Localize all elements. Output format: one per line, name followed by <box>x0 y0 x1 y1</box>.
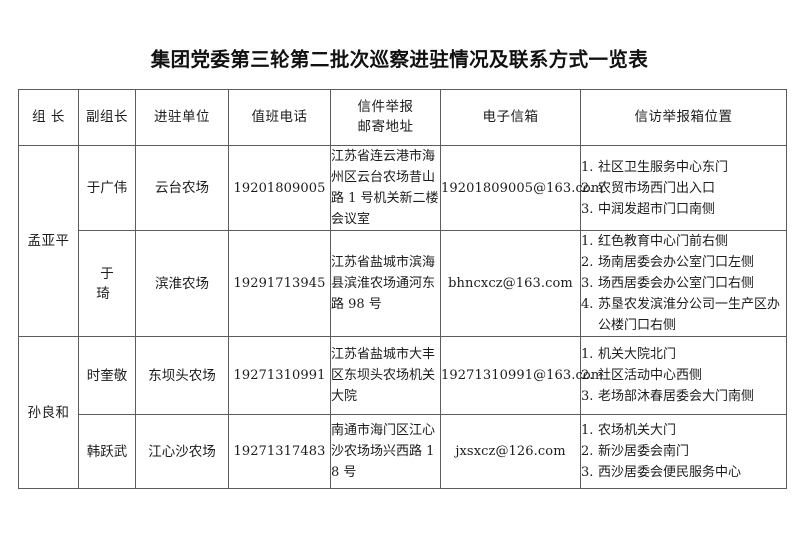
box-location-item: 2. 新沙居委会南门 <box>581 441 786 462</box>
box-location-text: 西沙居委会便民服务中心 <box>598 465 742 481</box>
column-header-leader-label: 组 长 <box>32 108 65 125</box>
column-header-unit: 进驻单位 <box>135 89 229 146</box>
box-location-index: 2. <box>581 180 594 196</box>
box-location-item: 3. 老场部沐春居委会大门南侧 <box>581 386 786 407</box>
table-header: 组 长 副组长 进驻单位 值班电话 信件举报 邮寄地址 <box>18 89 787 146</box>
box-location-text: 老场部沐春居委会大门南侧 <box>598 389 755 405</box>
column-header-mail-address-line1: 信件举报 <box>357 98 414 115</box>
box-location-text: 社区卫生服务中心东门 <box>598 159 729 175</box>
cell-box-location: 1. 社区卫生服务中心东门 2. 农贸市场西门出入口 3. 中润发超市门口南侧 <box>580 144 787 232</box>
cell-mail-address: 江苏省盐城市大丰区东坝头农场机关大院 <box>330 336 441 416</box>
box-location-item: 1. 机关大院北门 <box>581 344 786 365</box>
box-location-index: 2. <box>581 444 594 460</box>
column-header-deputy-leader: 副组长 <box>78 89 136 146</box>
cell-mail-address: 江苏省连云港市海州区云台农场昔山路 1 号机关新二楼会议室 <box>330 144 441 232</box>
box-location-text: 场南居委会办公室门口左侧 <box>598 255 755 271</box>
cell-duty-phone: 19271317483 <box>228 414 331 490</box>
cell-deputy-leader: 韩跃武 <box>78 414 136 490</box>
box-location-index: 1. <box>581 423 594 439</box>
box-location-text: 中润发超市门口南侧 <box>598 201 716 217</box>
column-header-mail-address-line2: 邮寄地址 <box>357 118 414 135</box>
cell-unit: 滨淮农场 <box>135 230 229 338</box>
box-location-text: 农贸市场西门出入口 <box>598 180 716 196</box>
column-header-box-location-label: 信访举报箱位置 <box>634 108 733 125</box>
column-header-duty-phone-label: 值班电话 <box>251 108 308 125</box>
column-header-email: 电子信箱 <box>440 89 581 146</box>
box-location-index: 3. <box>581 276 594 292</box>
table-row: 韩跃武 江心沙农场 19271317483 南通市海门区江心沙农场场兴西路 18… <box>19 414 787 490</box>
box-location-index: 3. <box>581 389 594 405</box>
cell-box-location: 1. 机关大院北门 2. 社区活动中心西侧 3. 老场部沐春居委会大门南侧 <box>580 336 787 416</box>
box-location-text: 红色教育中心门前右侧 <box>598 234 729 250</box>
cell-email: jxsxcz@126.com <box>440 414 581 490</box>
box-location-item: 4. 苏垦农发滨淮分公司一生产区办公楼门口右侧 <box>581 294 786 336</box>
box-location-item: 2. 场南居委会办公室门口左侧 <box>581 252 786 273</box>
box-location-item: 3. 中润发超市门口南侧 <box>581 199 786 220</box>
box-location-item: 1. 社区卫生服务中心东门 <box>581 157 786 178</box>
box-location-item: 2. 社区活动中心西侧 <box>581 365 786 386</box>
box-location-list: 1. 社区卫生服务中心东门 2. 农贸市场西门出入口 3. 中润发超市门口南侧 <box>581 157 786 220</box>
cell-email: 19271310991@163.com <box>440 336 603 416</box>
column-header-box-location: 信访举报箱位置 <box>580 89 787 146</box>
box-location-text: 苏垦农发滨淮分公司一生产区办公楼门口右侧 <box>598 297 781 334</box>
box-location-text: 农场机关大门 <box>598 423 677 439</box>
cell-deputy-leader: 于广伟 <box>78 144 136 232</box>
box-location-index: 1. <box>581 347 594 363</box>
box-location-index: 2. <box>581 368 594 384</box>
box-location-index: 1. <box>581 234 594 250</box>
box-location-item: 3. 西沙居委会便民服务中心 <box>581 462 786 483</box>
inspection-table-container: 组 长 副组长 进驻单位 值班电话 信件举报 邮寄地址 <box>18 89 787 490</box>
cell-box-location: 1. 农场机关大门 2. 新沙居委会南门 3. 西沙居委会便民服务中心 <box>580 414 787 490</box>
box-location-index: 4. <box>581 297 594 313</box>
cell-mail-address: 江苏省盐城市滨海县滨淮农场通河东路 98 号 <box>330 230 441 338</box>
box-location-index: 1. <box>581 159 594 175</box>
box-location-index: 3. <box>581 465 594 481</box>
page-title: 集团党委第三轮第二批次巡察进驻情况及联系方式一览表 <box>150 48 649 71</box>
box-location-list: 1. 红色教育中心门前右侧 2. 场南居委会办公室门口左侧 3. 场西居委会办公室门口右侧… <box>581 231 786 336</box>
column-header-duty-phone: 值班电话 <box>228 89 331 146</box>
box-location-list: 1. 农场机关大门 2. 新沙居委会南门 3. 西沙居委会便民服务中心 <box>581 420 786 483</box>
cell-mail-address: 南通市海门区江心沙农场场兴西路 18 号 <box>330 414 441 490</box>
box-location-text: 新沙居委会南门 <box>598 444 690 460</box>
cell-duty-phone: 19271310991 <box>228 336 331 416</box>
column-header-unit-label: 进驻单位 <box>154 108 210 125</box>
table-row: 孙良和 时奎敬 东坝头农场 19271310991 江苏省盐城市大丰区东坝头农场… <box>18 336 787 490</box>
cell-unit: 云台农场 <box>135 144 229 232</box>
cell-email: 19201809005@163.com <box>440 144 603 232</box>
box-location-text: 社区活动中心西侧 <box>598 368 703 384</box>
cell-box-location: 1. 红色教育中心门前右侧 2. 场南居委会办公室门口左侧 3. 场西居委会办公室门口右侧… <box>580 230 787 338</box>
table-row: 孟亚平 于广伟 云台农场 19201809005 江苏省连云港市海州区云台农场昔… <box>18 144 787 338</box>
cell-leader: 孙良和 <box>18 336 79 490</box>
cell-leader: 孟亚平 <box>18 144 79 338</box>
box-location-text: 场西居委会办公室门口右侧 <box>598 276 755 292</box>
box-location-item: 1. 农场机关大门 <box>581 420 786 441</box>
table-body: 孟亚平 于广伟 云台农场 19201809005 江苏省连云港市海州区云台农场昔… <box>18 144 787 490</box>
table-header-row: 组 长 副组长 进驻单位 值班电话 信件举报 邮寄地址 <box>18 89 787 146</box>
cell-email: bhncxcz@163.com <box>440 230 581 338</box>
column-header-mail-address: 信件举报 邮寄地址 <box>330 89 441 146</box>
cell-deputy-leader: 于 琦 <box>78 230 136 338</box>
box-location-item: 3. 场西居委会办公室门口右侧 <box>581 273 786 294</box>
column-header-leader: 组 长 <box>18 89 79 146</box>
table-row: 于 琦 滨淮农场 19291713945 江苏省盐城市滨海县滨淮农场通河东路 9… <box>19 230 787 338</box>
box-location-text: 机关大院北门 <box>598 347 677 363</box>
cell-unit: 东坝头农场 <box>135 336 229 416</box>
box-location-index: 3. <box>581 201 594 217</box>
column-header-deputy-leader-label: 副组长 <box>86 108 128 125</box>
box-location-index: 2. <box>581 255 594 271</box>
column-header-email-label: 电子信箱 <box>482 108 539 125</box>
box-location-item: 2. 农贸市场西门出入口 <box>581 178 786 199</box>
cell-unit: 江心沙农场 <box>135 414 229 490</box>
box-location-list: 1. 机关大院北门 2. 社区活动中心西侧 3. 老场部沐春居委会大门南侧 <box>581 344 786 407</box>
cell-duty-phone: 19201809005 <box>228 144 331 232</box>
cell-deputy-leader: 时奎敬 <box>78 336 136 416</box>
inspection-table: 组 长 副组长 进驻单位 值班电话 信件举报 邮寄地址 <box>18 89 787 490</box>
box-location-item: 1. 红色教育中心门前右侧 <box>581 231 786 252</box>
cell-duty-phone: 19291713945 <box>228 230 331 338</box>
